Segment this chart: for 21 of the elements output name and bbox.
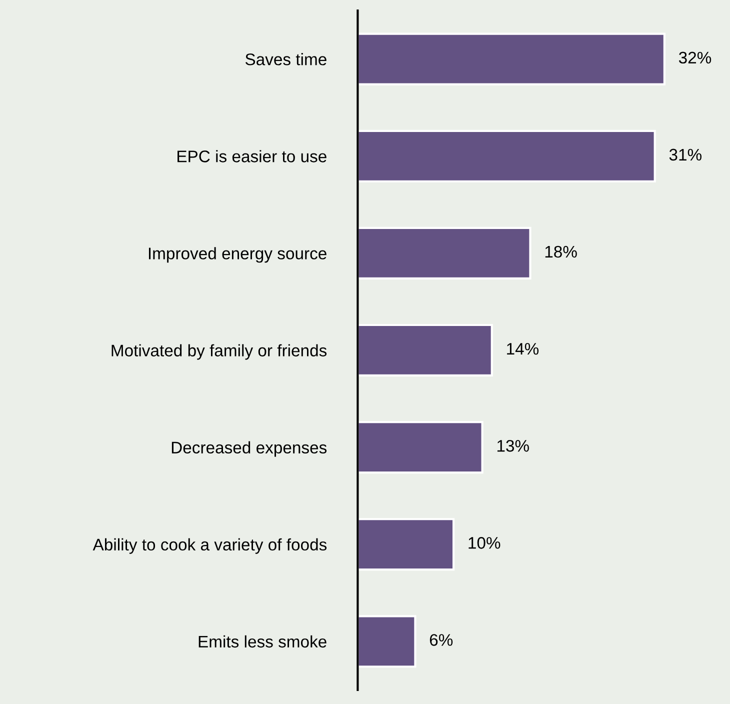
y-tick-label: Decreased expenses [172, 441, 327, 457]
bar [358, 130, 656, 182]
data-label: 32% [678, 52, 712, 64]
y-tick-label: EPC is easier to use [178, 150, 326, 162]
bar [358, 32, 666, 86]
y-tick-label: Emits less smoke [198, 635, 326, 648]
bar [358, 324, 493, 377]
y-tick-label: Ability to cook a variety of foods [92, 538, 327, 554]
data-label: 14% [507, 342, 539, 355]
bar [358, 518, 455, 571]
bar [358, 615, 416, 668]
data-label: 13% [497, 440, 529, 452]
data-label: 18% [545, 246, 577, 258]
data-label: 6% [430, 634, 453, 646]
y-tick-label: Motivated by family or friends [112, 344, 327, 360]
y-tick-label: Saves time [245, 53, 326, 66]
bar [358, 421, 484, 474]
data-label: 10% [468, 537, 500, 549]
bar [358, 226, 532, 280]
data-label: 31% [669, 148, 702, 161]
y-tick-label: Improved energy source [148, 247, 326, 263]
